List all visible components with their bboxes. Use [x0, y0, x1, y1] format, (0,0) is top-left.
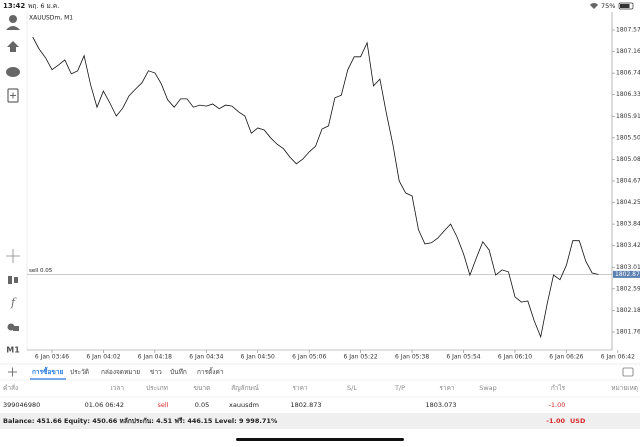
tab[interactable]: กล่องจดหมาย — [101, 368, 140, 376]
y-tick-label: 1803.010 — [616, 264, 640, 271]
column-header: กำไร — [551, 384, 566, 392]
indicator-icon[interactable] — [8, 276, 12, 284]
x-tick-label: 6 Jan 05:06 — [292, 354, 326, 361]
wifi-icon — [590, 3, 598, 9]
column-header: ราคา — [292, 384, 307, 392]
new-doc-plus — [10, 92, 16, 99]
y-tick-label: 1801.765 — [616, 328, 640, 335]
x-tick-label: 6 Jan 06:26 — [549, 354, 583, 361]
y-tick-label: 1806.745 — [616, 70, 640, 77]
current-price-tag — [613, 270, 640, 278]
summary-profit: -1.00 — [546, 417, 565, 425]
layout-button[interactable] — [622, 367, 634, 377]
tab[interactable]: ประวัติ — [70, 368, 89, 376]
y-tick-label: 1802.180 — [616, 307, 640, 314]
y-tick-label: 1803.840 — [616, 221, 640, 228]
status-date: พฤ. 6 ม.ค. — [28, 2, 59, 10]
y-tick-label: 1805.915 — [616, 113, 640, 120]
y-tick-label: 1807.160 — [616, 48, 640, 55]
y-tick-label: 1804.255 — [616, 199, 640, 206]
y-tick-label: 1802.595 — [616, 285, 640, 292]
objects-icon-2 — [13, 326, 19, 331]
y-tick-label: 1807.575 — [616, 26, 640, 33]
x-tick-label: 6 Jan 04:02 — [86, 354, 120, 361]
crosshair-icon[interactable] — [6, 249, 20, 263]
timeframe-button[interactable]: M1 — [6, 346, 20, 355]
column-header: ประเภท — [146, 384, 168, 392]
y-tick-label: 1804.670 — [616, 177, 640, 184]
summary-bar — [0, 413, 640, 429]
x-tick-label: 6 Jan 04:34 — [189, 354, 223, 361]
function-icon[interactable]: f — [10, 296, 17, 309]
table-cell: xauusdm — [229, 401, 259, 409]
table-cell: 01.06 06:42 — [85, 401, 124, 409]
column-header: สัญลักษณ์ — [231, 384, 259, 392]
column-header: Swap — [479, 384, 497, 392]
trade-icon[interactable] — [7, 41, 19, 52]
table-cell: 1802.873 — [290, 401, 321, 409]
y-tick-label: 1806.330 — [616, 91, 640, 98]
price-line — [32, 36, 599, 339]
column-header: คำสั่ง — [3, 383, 18, 392]
x-tick-label: 6 Jan 05:38 — [395, 354, 429, 361]
x-tick-label: 6 Jan 03:46 — [35, 354, 69, 361]
table-cell: -1.00 — [549, 401, 566, 409]
new-doc-icon[interactable] — [7, 88, 19, 103]
y-tick-label: 1805.500 — [616, 134, 640, 141]
y-tick-label: 1805.085 — [616, 156, 640, 163]
chat-icon[interactable] — [6, 67, 20, 77]
left-toolbar: f M1 — [6, 15, 20, 355]
x-tick-label: 6 Jan 06:10 — [498, 354, 532, 361]
column-header: หมายเหตุ — [611, 384, 638, 392]
x-tick-label: 6 Jan 06:42 — [601, 354, 635, 361]
column-header: ขนาด — [194, 384, 211, 392]
table-cell: 0.05 — [195, 401, 209, 409]
column-header: ราคา — [439, 384, 454, 392]
current-price-label: 1802.873 — [615, 271, 640, 278]
x-tick-label: 6 Jan 04:18 — [138, 354, 172, 361]
status-time: 13:42 — [3, 2, 25, 10]
battery-icon — [618, 2, 634, 10]
table-cell: 399046980 — [3, 401, 40, 409]
chart-title: XAUUSDm, M1 — [29, 15, 73, 22]
summary-text: Balance: 451.66 Equity: 450.66 หลักประกั… — [3, 417, 278, 425]
tab[interactable]: การตั้งค่า — [197, 367, 224, 376]
status-battery: 75% — [601, 2, 615, 10]
x-tick-label: 6 Jan 05:54 — [446, 354, 480, 361]
home-indicator — [236, 438, 404, 441]
column-header: เวลา — [110, 384, 124, 392]
table-cell: sell — [158, 401, 169, 409]
table-cell: 1803.073 — [425, 401, 456, 409]
battery-level — [620, 4, 630, 8]
account-icon-body — [6, 26, 20, 30]
column-header: T/P — [394, 384, 405, 392]
tab[interactable]: ข่าว — [150, 368, 162, 376]
indicator-icon-2 — [14, 277, 18, 283]
objects-icon[interactable] — [7, 323, 15, 331]
tab[interactable]: การซื้อขาย — [32, 366, 63, 376]
y-tick-label: 1803.425 — [616, 242, 640, 249]
add-button[interactable] — [8, 367, 17, 377]
order-line-label: sell 0.05 — [29, 268, 53, 274]
column-header: S/L — [347, 384, 357, 392]
x-tick-label: 6 Jan 05:22 — [344, 354, 378, 361]
tab[interactable]: บันทึก — [170, 368, 187, 376]
x-tick-label: 6 Jan 04:50 — [241, 354, 275, 361]
summary-currency: USD — [570, 417, 586, 425]
account-icon[interactable] — [9, 15, 17, 23]
